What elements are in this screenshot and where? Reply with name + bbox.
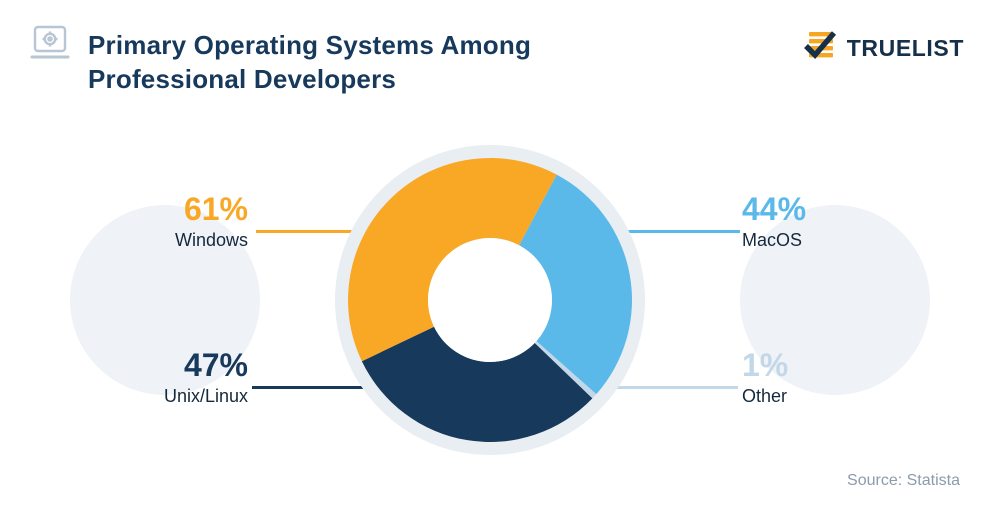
brand-name: TRUELIST	[846, 34, 964, 61]
decor-circle-right	[740, 205, 930, 395]
callout-macos: 44% MacOS	[742, 193, 932, 250]
decor-circle-left	[70, 205, 260, 395]
leader-line-unix-linux	[252, 386, 372, 389]
callout-macos-value: 44%	[742, 191, 807, 227]
page-title-line1: Primary Operating Systems Among	[88, 30, 532, 60]
callout-windows-label: Windows	[174, 230, 248, 250]
leader-line-windows	[256, 230, 368, 233]
donut-segment-macos	[519, 174, 632, 395]
laptop-gear-icon	[26, 24, 74, 71]
donut-chart	[330, 140, 650, 460]
donut-segment-other	[534, 341, 597, 399]
brand-logo: TRUELIST	[803, 30, 964, 66]
source-attribution: Source: Statista	[847, 472, 960, 489]
callout-unix-linux: 47% Unix/Linux	[78, 349, 248, 406]
leader-line-other	[560, 386, 738, 389]
donut-segments	[347, 157, 632, 443]
callout-windows: 61% Windows	[78, 193, 248, 250]
callout-unix-linux-label: Unix/Linux	[163, 386, 248, 406]
leader-line-macos	[612, 230, 740, 233]
page-title-line2: Professional Developers	[88, 64, 397, 94]
page-title: Primary Operating Systems Among Professi…	[88, 28, 531, 96]
callout-unix-linux-value: 47%	[183, 347, 248, 383]
donut-segment-windows	[347, 157, 557, 362]
donut-segment-unix-linux	[361, 326, 593, 443]
checklist-icon	[803, 30, 838, 66]
callout-other-label: Other	[742, 386, 788, 406]
callout-other: 1% Other	[742, 349, 932, 406]
donut-hole	[428, 238, 552, 362]
callout-windows-value: 61%	[183, 191, 248, 227]
callout-other-value: 1%	[742, 347, 789, 383]
callout-macos-label: MacOS	[742, 230, 803, 250]
donut-svg	[335, 145, 645, 455]
